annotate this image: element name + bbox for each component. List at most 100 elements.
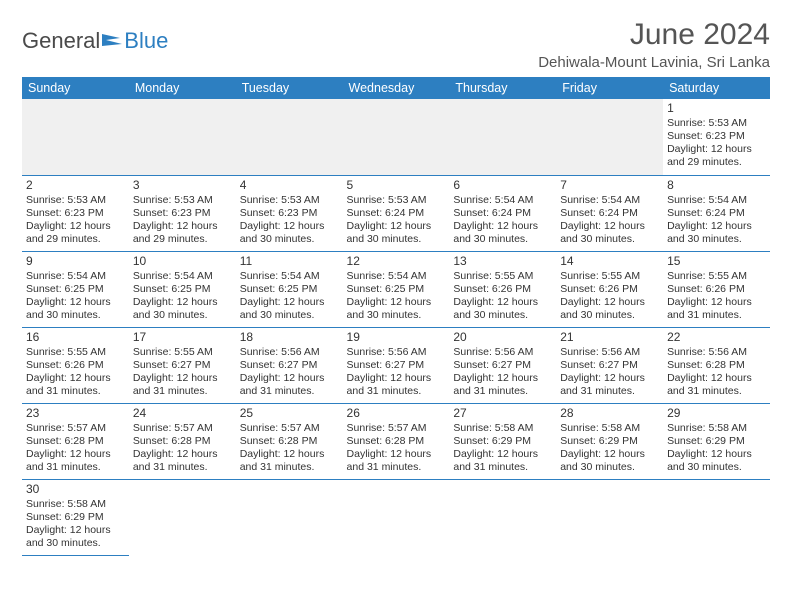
sunset-line: Sunset: 6:26 PM <box>453 283 552 296</box>
daylight-line: Daylight: 12 hours and 31 minutes. <box>347 372 446 398</box>
weekday-header-row: SundayMondayTuesdayWednesdayThursdayFrid… <box>22 77 770 99</box>
sunset-line: Sunset: 6:23 PM <box>240 207 339 220</box>
calendar-day-cell <box>343 479 450 555</box>
day-number: 19 <box>347 330 446 345</box>
daylight-line: Daylight: 12 hours and 30 minutes. <box>453 220 552 246</box>
sunrise-line: Sunrise: 5:57 AM <box>240 422 339 435</box>
day-number: 8 <box>667 178 766 193</box>
sunset-line: Sunset: 6:29 PM <box>667 435 766 448</box>
calendar-day-cell <box>129 479 236 555</box>
day-number: 20 <box>453 330 552 345</box>
sunrise-line: Sunrise: 5:56 AM <box>667 346 766 359</box>
calendar-day-cell: 21Sunrise: 5:56 AMSunset: 6:27 PMDayligh… <box>556 327 663 403</box>
day-number: 17 <box>133 330 232 345</box>
day-number: 1 <box>667 101 766 116</box>
calendar-day-cell <box>556 99 663 175</box>
weekday-header: Wednesday <box>343 77 450 99</box>
daylight-line: Daylight: 12 hours and 31 minutes. <box>453 372 552 398</box>
daylight-line: Daylight: 12 hours and 30 minutes. <box>560 220 659 246</box>
sunrise-line: Sunrise: 5:55 AM <box>133 346 232 359</box>
sunset-line: Sunset: 6:25 PM <box>347 283 446 296</box>
sunrise-line: Sunrise: 5:55 AM <box>560 270 659 283</box>
sunrise-line: Sunrise: 5:55 AM <box>26 346 125 359</box>
calendar-day-cell <box>663 479 770 555</box>
calendar-day-cell <box>343 99 450 175</box>
sunset-line: Sunset: 6:29 PM <box>26 511 125 524</box>
logo: General Blue <box>22 18 168 54</box>
day-number: 7 <box>560 178 659 193</box>
sunrise-line: Sunrise: 5:57 AM <box>26 422 125 435</box>
sunrise-line: Sunrise: 5:56 AM <box>240 346 339 359</box>
daylight-line: Daylight: 12 hours and 31 minutes. <box>240 448 339 474</box>
daylight-line: Daylight: 12 hours and 30 minutes. <box>26 296 125 322</box>
calendar-day-cell: 18Sunrise: 5:56 AMSunset: 6:27 PMDayligh… <box>236 327 343 403</box>
sunset-line: Sunset: 6:25 PM <box>133 283 232 296</box>
day-number: 29 <box>667 406 766 421</box>
calendar-day-cell: 14Sunrise: 5:55 AMSunset: 6:26 PMDayligh… <box>556 251 663 327</box>
sunset-line: Sunset: 6:27 PM <box>133 359 232 372</box>
sunset-line: Sunset: 6:28 PM <box>26 435 125 448</box>
calendar-day-cell: 12Sunrise: 5:54 AMSunset: 6:25 PMDayligh… <box>343 251 450 327</box>
daylight-line: Daylight: 12 hours and 30 minutes. <box>667 220 766 246</box>
sunrise-line: Sunrise: 5:53 AM <box>347 194 446 207</box>
day-number: 22 <box>667 330 766 345</box>
calendar-day-cell: 8Sunrise: 5:54 AMSunset: 6:24 PMDaylight… <box>663 175 770 251</box>
daylight-line: Daylight: 12 hours and 30 minutes. <box>240 220 339 246</box>
calendar-week-row: 16Sunrise: 5:55 AMSunset: 6:26 PMDayligh… <box>22 327 770 403</box>
daylight-line: Daylight: 12 hours and 31 minutes. <box>560 372 659 398</box>
daylight-line: Daylight: 12 hours and 29 minutes. <box>667 143 766 169</box>
daylight-line: Daylight: 12 hours and 31 minutes. <box>26 372 125 398</box>
sunrise-line: Sunrise: 5:53 AM <box>240 194 339 207</box>
daylight-line: Daylight: 12 hours and 30 minutes. <box>347 296 446 322</box>
calendar-day-cell: 20Sunrise: 5:56 AMSunset: 6:27 PMDayligh… <box>449 327 556 403</box>
sunrise-line: Sunrise: 5:54 AM <box>26 270 125 283</box>
calendar-day-cell: 9Sunrise: 5:54 AMSunset: 6:25 PMDaylight… <box>22 251 129 327</box>
day-number: 27 <box>453 406 552 421</box>
location: Dehiwala-Mount Lavinia, Sri Lanka <box>538 54 770 71</box>
sunrise-line: Sunrise: 5:56 AM <box>347 346 446 359</box>
sunset-line: Sunset: 6:27 PM <box>453 359 552 372</box>
calendar-week-row: 23Sunrise: 5:57 AMSunset: 6:28 PMDayligh… <box>22 403 770 479</box>
sunrise-line: Sunrise: 5:53 AM <box>667 117 766 130</box>
sunset-line: Sunset: 6:25 PM <box>240 283 339 296</box>
weekday-header: Tuesday <box>236 77 343 99</box>
logo-text-1: General <box>22 28 100 54</box>
sunrise-line: Sunrise: 5:58 AM <box>453 422 552 435</box>
calendar-day-cell: 28Sunrise: 5:58 AMSunset: 6:29 PMDayligh… <box>556 403 663 479</box>
sunset-line: Sunset: 6:28 PM <box>667 359 766 372</box>
sunrise-line: Sunrise: 5:54 AM <box>453 194 552 207</box>
logo-flag-icon <box>102 32 124 48</box>
daylight-line: Daylight: 12 hours and 30 minutes. <box>133 296 232 322</box>
daylight-line: Daylight: 12 hours and 30 minutes. <box>240 296 339 322</box>
day-number: 25 <box>240 406 339 421</box>
sunset-line: Sunset: 6:23 PM <box>133 207 232 220</box>
calendar-week-row: 30Sunrise: 5:58 AMSunset: 6:29 PMDayligh… <box>22 479 770 555</box>
sunrise-line: Sunrise: 5:56 AM <box>453 346 552 359</box>
sunrise-line: Sunrise: 5:58 AM <box>667 422 766 435</box>
sunset-line: Sunset: 6:24 PM <box>453 207 552 220</box>
sunset-line: Sunset: 6:28 PM <box>347 435 446 448</box>
calendar-day-cell: 6Sunrise: 5:54 AMSunset: 6:24 PMDaylight… <box>449 175 556 251</box>
sunset-line: Sunset: 6:27 PM <box>560 359 659 372</box>
sunrise-line: Sunrise: 5:56 AM <box>560 346 659 359</box>
daylight-line: Daylight: 12 hours and 31 minutes. <box>26 448 125 474</box>
calendar-day-cell: 3Sunrise: 5:53 AMSunset: 6:23 PMDaylight… <box>129 175 236 251</box>
calendar-day-cell: 11Sunrise: 5:54 AMSunset: 6:25 PMDayligh… <box>236 251 343 327</box>
day-number: 6 <box>453 178 552 193</box>
calendar-day-cell <box>236 99 343 175</box>
day-number: 24 <box>133 406 232 421</box>
sunrise-line: Sunrise: 5:57 AM <box>133 422 232 435</box>
day-number: 5 <box>347 178 446 193</box>
sunrise-line: Sunrise: 5:57 AM <box>347 422 446 435</box>
calendar-body: 1Sunrise: 5:53 AMSunset: 6:23 PMDaylight… <box>22 99 770 555</box>
calendar-day-cell: 26Sunrise: 5:57 AMSunset: 6:28 PMDayligh… <box>343 403 450 479</box>
day-number: 10 <box>133 254 232 269</box>
calendar-day-cell: 22Sunrise: 5:56 AMSunset: 6:28 PMDayligh… <box>663 327 770 403</box>
day-number: 14 <box>560 254 659 269</box>
sunrise-line: Sunrise: 5:54 AM <box>133 270 232 283</box>
title-block: June 2024 Dehiwala-Mount Lavinia, Sri La… <box>538 18 770 71</box>
calendar-day-cell: 17Sunrise: 5:55 AMSunset: 6:27 PMDayligh… <box>129 327 236 403</box>
weekday-header: Saturday <box>663 77 770 99</box>
page-header: General Blue June 2024 Dehiwala-Mount La… <box>22 18 770 71</box>
calendar-day-cell <box>236 479 343 555</box>
